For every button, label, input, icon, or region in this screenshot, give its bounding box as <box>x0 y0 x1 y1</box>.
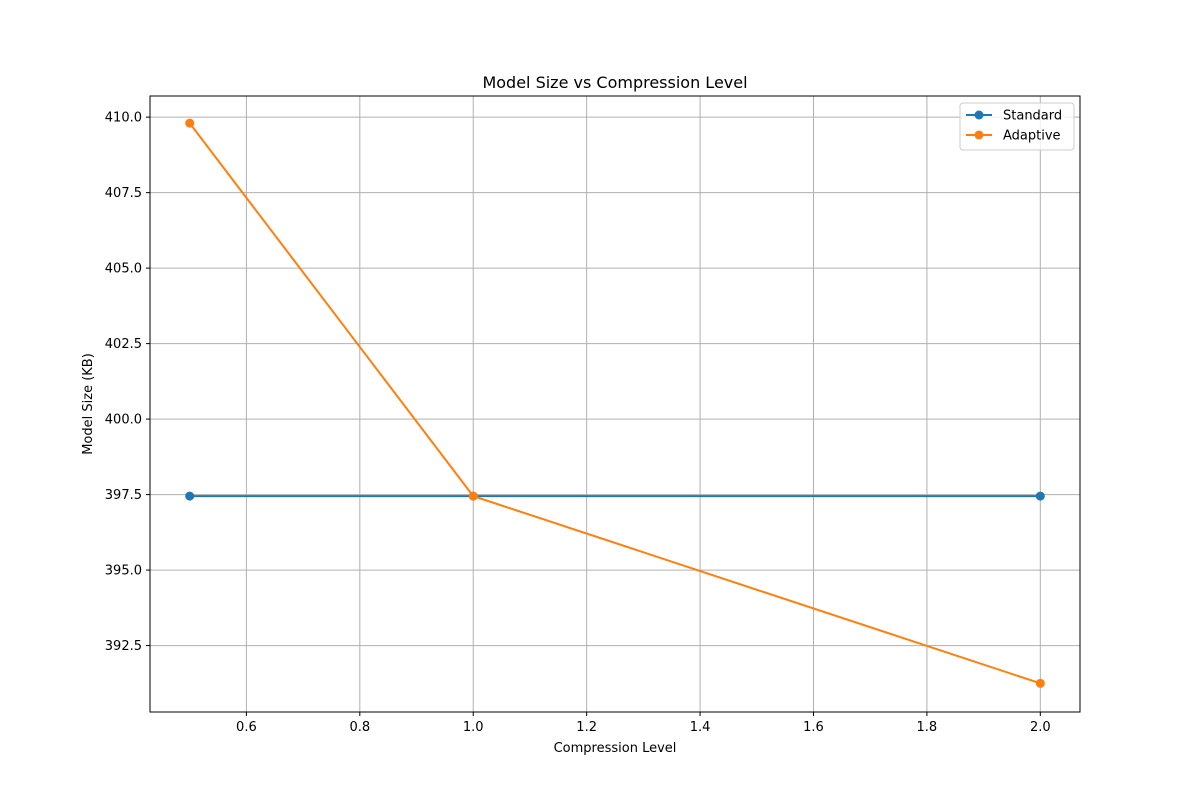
y-axis-label: Model Size (KB) <box>81 353 96 455</box>
x-tick-label: 1.8 <box>917 720 938 735</box>
x-tick-label: 1.4 <box>690 720 711 735</box>
data-point-adaptive <box>1035 678 1045 688</box>
x-axis: 0.6 0.8 1.0 1.2 1.4 1.6 1.8 2.0 <box>236 712 1051 735</box>
y-tick-label: 392.5 <box>105 639 142 654</box>
y-tick-label: 400.0 <box>105 413 142 428</box>
x-tick-label: 1.2 <box>576 720 597 735</box>
chart-title: Model Size vs Compression Level <box>482 73 747 92</box>
legend-marker-standard <box>974 110 984 120</box>
data-point-standard <box>185 491 195 501</box>
data-point-adaptive <box>185 118 195 128</box>
legend-label-standard: Standard <box>1003 109 1062 124</box>
legend: Standard Adaptive <box>959 102 1075 151</box>
data-point-adaptive <box>468 491 478 501</box>
grid <box>150 96 1080 712</box>
y-tick-label: 395.0 <box>105 564 142 579</box>
x-tick-label: 1.6 <box>803 720 824 735</box>
y-tick-label: 407.5 <box>105 186 142 201</box>
series-layer <box>185 118 1045 688</box>
y-tick-label: 405.0 <box>105 262 142 277</box>
y-tick-label: 397.5 <box>105 488 142 503</box>
legend-label-adaptive: Adaptive <box>1003 129 1061 144</box>
x-tick-label: 0.8 <box>349 720 370 735</box>
plot-frame <box>149 95 1081 713</box>
x-tick-label: 2.0 <box>1030 720 1051 735</box>
x-axis-label: Compression Level <box>554 741 677 756</box>
y-tick-label: 402.5 <box>105 337 142 352</box>
data-point-standard <box>1035 491 1045 501</box>
legend-marker-adaptive <box>974 130 984 140</box>
y-tick-label: 410.0 <box>105 111 142 126</box>
x-tick-label: 0.6 <box>236 720 257 735</box>
y-axis: 392.5 395.0 397.5 400.0 402.5 405.0 407.5 410.0 <box>105 111 150 654</box>
x-tick-label: 1.0 <box>463 720 484 735</box>
